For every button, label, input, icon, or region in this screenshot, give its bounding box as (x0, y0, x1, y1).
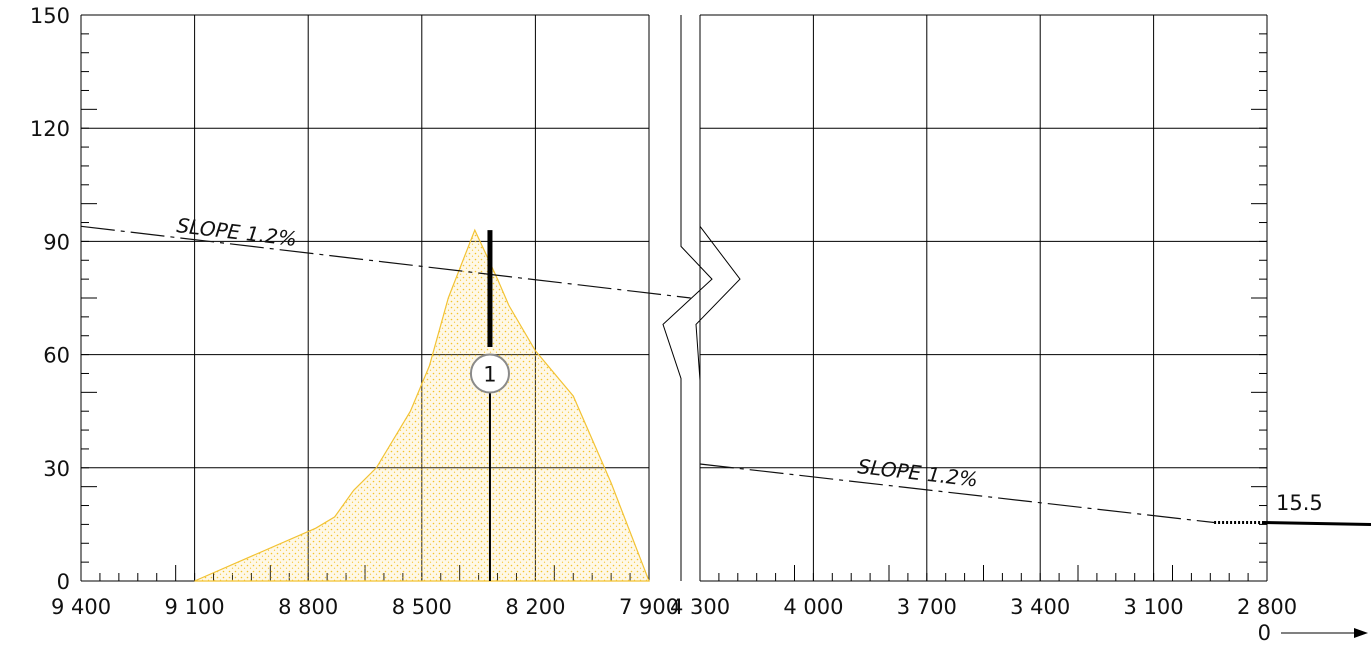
y-tick-label: 150 (30, 4, 70, 28)
left-slope-line (80, 225, 691, 299)
left-x-tick-label: 9 100 (165, 595, 225, 619)
left-slope-label: SLOPE 1.2% (175, 213, 298, 251)
peak-profile-area (194, 228, 650, 582)
right-x-tick-label: 4 300 (670, 595, 730, 619)
right-x-tick-label: 3 700 (897, 595, 957, 619)
right-slope-line (699, 463, 1215, 524)
right-x-tick-label: 3 400 (1010, 595, 1070, 619)
right-x-tick-label: 2 800 (1237, 595, 1297, 619)
left-x-tick-label: 7 900 (619, 595, 679, 619)
left-x-tick-label: 8 800 (278, 595, 338, 619)
zero-arrow-head (1354, 628, 1368, 638)
axis-break-left (662, 15, 713, 581)
left-x-tick-label: 9 400 (51, 595, 111, 619)
y-tick-label: 120 (30, 117, 70, 141)
y-tick-label: 30 (43, 457, 70, 481)
zero-label: 0 (1258, 621, 1271, 645)
marker-circle (469, 353, 510, 394)
right-x-tick-label: 3 100 (1124, 595, 1184, 619)
right-slope-label: SLOPE 1.2% (856, 454, 979, 492)
y-tick-label: 0 (57, 570, 70, 594)
level-label: 15.5 (1276, 491, 1323, 515)
marker-label: 1 (483, 362, 496, 386)
left-x-tick-label: 8 200 (505, 595, 565, 619)
right-x-tick-label: 4 000 (783, 595, 843, 619)
axis-break-right (695, 15, 741, 581)
left-x-tick-label: 8 500 (392, 595, 452, 619)
y-tick-label: 60 (43, 344, 70, 368)
level-solid-line (1261, 521, 1371, 527)
y-tick-label: 90 (43, 230, 70, 254)
peak-profile-tint (194, 230, 649, 581)
